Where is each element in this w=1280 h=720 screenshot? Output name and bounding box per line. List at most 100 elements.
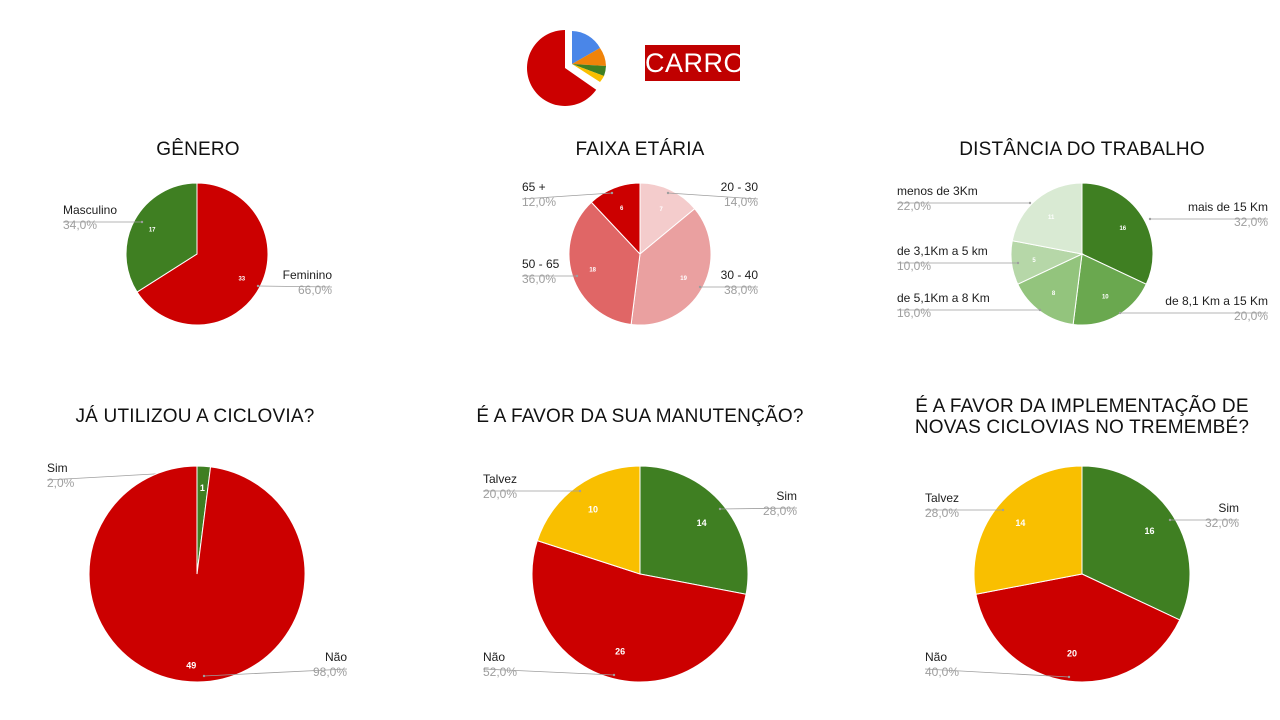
pie-slice-masculino	[125, 182, 198, 293]
legend-label-30-40: 30 - 40	[721, 268, 759, 282]
percent-label-50-65: 36,0%	[522, 272, 556, 286]
percent-label-de-3-1km-a-5-km: 10,0%	[897, 259, 931, 273]
legend-label-talvez: Talvez	[483, 472, 517, 486]
leader-dot-65	[610, 191, 614, 195]
percent-label-de-5-1km-a-8-km: 16,0%	[897, 306, 931, 320]
leader-dot-de-5-1km-a-8-km	[1038, 308, 1042, 312]
chart-title-genero: GÊNERO	[156, 139, 240, 160]
leader-line-nao	[203, 668, 348, 677]
leader-line-feminino	[257, 285, 333, 288]
legend-label-talvez: Talvez	[925, 491, 959, 505]
legend-label-20-30: 20 - 30	[721, 180, 759, 194]
leader-dot-nao	[612, 673, 616, 677]
pie-slice-talvez	[536, 465, 641, 575]
percent-label-feminino: 66,0%	[298, 283, 332, 297]
legend-label-feminino: Feminino	[283, 268, 333, 282]
legend-label-nao: Não	[925, 650, 947, 664]
pie-slice-de-8-1-km-a-15-km	[1072, 253, 1147, 326]
leader-dot-30-40	[698, 285, 702, 289]
chart-title-distancia: DISTÂNCIA DO TRABALHO	[959, 139, 1205, 160]
legend-label-masculino: Masculino	[63, 203, 117, 217]
pie-slice-de-5-1km-a-8-km	[1017, 253, 1083, 325]
slice-value-feminino: 33	[238, 277, 245, 283]
percent-label-sim: 28,0%	[763, 504, 797, 518]
chart-title-manutencao: É A FAVOR DA SUA MANUTENÇÃO?	[476, 406, 804, 427]
pie-slice-sim	[639, 465, 749, 595]
legend-label-de-5-1km-a-8-km: de 5,1Km a 8 Km	[897, 291, 990, 305]
pie-slice-feminino	[136, 182, 269, 326]
pie-slice-nao	[975, 573, 1181, 683]
leader-dot-nao	[1067, 675, 1071, 679]
leader-dot-de-3-1km-a-5-km	[1016, 261, 1020, 265]
percent-label-sim: 32,0%	[1205, 516, 1239, 530]
slice-value-65: 6	[620, 206, 624, 212]
leader-dot-masculino	[140, 220, 144, 224]
legend-label-menos-de-3km: menos de 3Km	[897, 184, 978, 198]
chart-title-implementacao: É A FAVOR DA IMPLEMENTAÇÃO DE NOVAS CICL…	[902, 396, 1262, 438]
legend-label-de-3-1km-a-5-km: de 3,1Km a 5 km	[897, 244, 988, 258]
chart-title-ja-utilizou: JÁ UTILIZOU A CICLOVIA?	[75, 406, 315, 427]
slice-value-20-30: 7	[660, 207, 664, 213]
legend-label-sim: Sim	[47, 461, 68, 475]
leader-line-sim	[719, 507, 798, 510]
slice-value-de-5-1km-a-8-km: 8	[1052, 291, 1056, 297]
leader-line-20-30	[667, 192, 759, 200]
pie-slice-nao	[88, 465, 306, 683]
slice-value-masculino: 17	[149, 227, 156, 233]
pie-slice-30-40	[630, 208, 712, 326]
legend-label-sim: Sim	[1218, 501, 1239, 515]
vehicle-badge: CARRO	[645, 45, 745, 81]
pie-slice-65	[590, 182, 641, 256]
percent-label-30-40: 38,0%	[724, 283, 758, 297]
pie-slice-talvez	[973, 465, 1083, 595]
percent-label-mais-de-15-km: 32,0%	[1234, 215, 1268, 229]
slice-value-sim: 14	[697, 518, 707, 528]
leader-dot-sim	[718, 507, 722, 511]
slice-value-mais-de-15-km: 16	[1119, 226, 1126, 232]
slice-value-sim: 16	[1144, 526, 1154, 536]
pie-slice-20-30	[639, 182, 696, 256]
pie-chart-logo-icon	[527, 30, 606, 107]
slice-value-talvez: 14	[1015, 518, 1025, 528]
leader-line-nao	[482, 668, 615, 676]
chart-title-implementacao-line-2: NOVAS CICLOVIAS NO TREMEMBÉ?	[914, 417, 1250, 438]
percent-label-65: 12,0%	[522, 195, 556, 209]
chart-title-faixa-etaria: FAIXA ETÁRIA	[575, 139, 705, 160]
legend-label-65: 65 +	[522, 180, 546, 194]
slice-value-menos-de-3km: 11	[1048, 215, 1055, 221]
percent-label-20-30: 14,0%	[724, 195, 758, 209]
leader-dot-sim	[1168, 518, 1172, 522]
percent-label-de-8-1-km-a-15-km: 20,0%	[1234, 309, 1268, 323]
legend-label-nao: Não	[325, 650, 347, 664]
slice-value-30-40: 19	[680, 276, 687, 282]
pie-slice-nao	[531, 539, 747, 683]
leader-line-65	[521, 192, 613, 200]
slice-value-de-3-1km-a-5-km: 5	[1032, 258, 1036, 264]
slice-value-nao: 20	[1067, 648, 1077, 658]
percent-label-menos-de-3km: 22,0%	[897, 199, 931, 213]
percent-label-masculino: 34,0%	[63, 218, 97, 232]
percent-label-nao: 40,0%	[925, 665, 959, 679]
slice-value-de-8-1-km-a-15-km: 10	[1102, 294, 1109, 300]
slice-value-nao: 26	[615, 646, 625, 656]
percent-label-nao: 52,0%	[483, 665, 517, 679]
slice-value-sim: 1	[200, 483, 205, 493]
slice-value-nao: 49	[186, 661, 196, 671]
legend-label-nao: Não	[483, 650, 505, 664]
slice-value-50-65: 18	[589, 267, 596, 273]
legend-label-sim: Sim	[776, 489, 797, 503]
percent-label-nao: 98,0%	[313, 665, 347, 679]
leader-dot-50-65	[575, 274, 579, 278]
leader-dot-nao	[202, 674, 206, 678]
legend-label-50-65: 50 - 65	[522, 257, 560, 271]
percent-label-sim: 2,0%	[47, 476, 75, 490]
leader-dot-de-8-1-km-a-15-km	[1118, 311, 1122, 315]
leader-dot-feminino	[256, 284, 260, 288]
leader-dot-talvez	[578, 489, 582, 493]
